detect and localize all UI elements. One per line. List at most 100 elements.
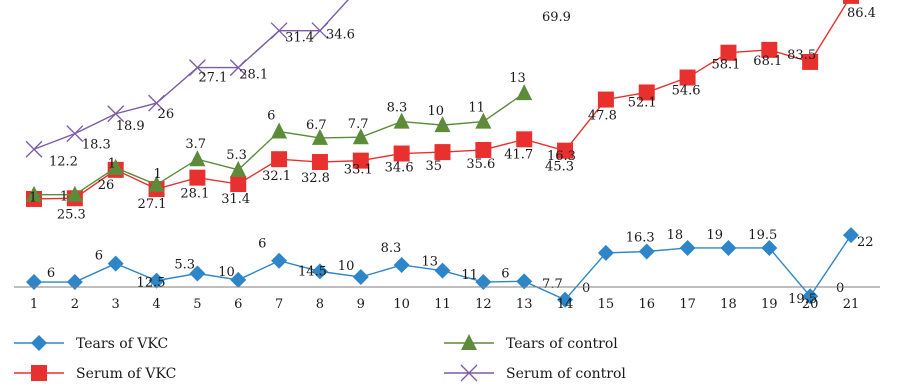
x-tick-label: 17 [679,297,696,312]
data-point [189,150,206,167]
data-point [434,116,451,133]
data-point [270,22,288,40]
data-label: 1 [60,190,68,205]
data-point [475,112,492,129]
data-label: 6 [501,266,509,281]
x-tick-label: 5 [193,297,201,312]
data-point [720,44,737,61]
x-tick-label: 21 [843,297,860,312]
data-point [230,176,247,193]
data-label: 69.9 [542,10,571,25]
x-tick-label: 10 [393,297,410,312]
data-point [393,145,410,162]
data-point [393,256,410,273]
data-label: 58.1 [711,58,740,73]
data-point [352,269,369,286]
data-point [475,141,492,158]
data-point [229,59,247,77]
data-point [66,185,83,202]
x-axis: 1 2 3 4 5 6 7 8 9 10 11 12 13 14 15 16 17 18 19 20 21 [14,286,880,312]
data-label: 6 [95,249,103,264]
data-point [516,84,533,101]
data-label: 32.1 [262,169,291,184]
data-point [393,112,410,129]
data-point [311,263,328,280]
data-point [148,272,165,289]
data-label: 25.3 [57,207,86,222]
x-tick-label: 20 [802,297,819,312]
legend-item: Tears of VKC [14,335,168,352]
data-point [638,84,655,101]
data-point [679,69,696,86]
x-tick-label: 4 [152,297,160,312]
data-label: 14.5 [298,264,327,279]
series-serum-of-control: 12.218.318.92627.128.131.434.647.854.658… [25,0,400,169]
data-label: 83.5 [787,48,816,63]
data-label: 32.8 [301,171,330,186]
data-label: 10 [428,104,445,119]
legend-marker [31,365,47,381]
x-tick-label: 14 [557,297,574,312]
x-tick-label: 6 [234,297,242,312]
data-point [107,158,124,175]
data-point [189,265,206,282]
series-tears-of-vkc: 6 6 12.5 5.3 10 6 14.5 10 8.3 13 11 6 7.7 16.3 18 19 19.… [26,227,874,308]
data-label: 5.3 [226,148,247,163]
data-label: 33.1 [344,163,373,178]
data-label: 6 [258,237,266,252]
data-point [271,151,288,168]
data-label: 86.4 [847,6,876,21]
data-label: 27.1 [198,71,227,86]
data-point [434,144,451,161]
data-label: 22 [857,235,874,250]
data-label: 41.7 [504,147,533,162]
data-point [843,0,859,4]
data-label: 47.8 [371,0,400,1]
data-label: 18.3 [82,138,111,153]
data-label: 8.3 [387,101,408,116]
data-point [802,288,819,305]
data-point [311,154,328,171]
legend-label: Tears of control [506,336,618,352]
data-point [720,239,737,256]
data-point [107,255,124,272]
data-label: 12.5 [137,276,166,291]
legend-label: Tears of VKC [76,336,168,352]
data-point [107,105,125,123]
data-label: 0 [836,281,844,296]
data-point [761,41,778,58]
data-point [597,244,614,261]
x-tick-label: 16 [638,297,655,312]
data-point [597,91,614,108]
data-label: 27.1 [138,197,167,212]
data-label: 3.7 [185,137,206,152]
data-point [311,22,329,40]
data-label: 19.5 [748,228,777,243]
data-label: 7.7 [542,277,563,292]
data-point [189,169,206,186]
legend-item: Tears of control [444,334,618,352]
data-point [352,128,369,145]
data-point [188,59,206,77]
data-point [516,273,533,290]
data-point [761,239,778,256]
data-label: 68.1 [753,54,782,69]
data-label: 26 [158,107,175,122]
data-label: 7.7 [348,117,369,132]
legend-item: Serum of VKC [14,365,176,382]
data-point [148,175,165,192]
legend-label: Serum of control [506,366,626,382]
data-label: 45.3 [545,160,574,175]
data-label: 18 [667,228,684,243]
data-point [230,271,247,288]
data-point [26,274,42,291]
data-label: 18.9 [116,119,145,134]
data-label: 34.6 [326,28,355,43]
x-tick-label: 15 [598,297,615,312]
data-label: 31.4 [221,192,250,207]
x-tick-label: 7 [275,297,283,312]
x-tick-label: 12 [475,297,492,312]
